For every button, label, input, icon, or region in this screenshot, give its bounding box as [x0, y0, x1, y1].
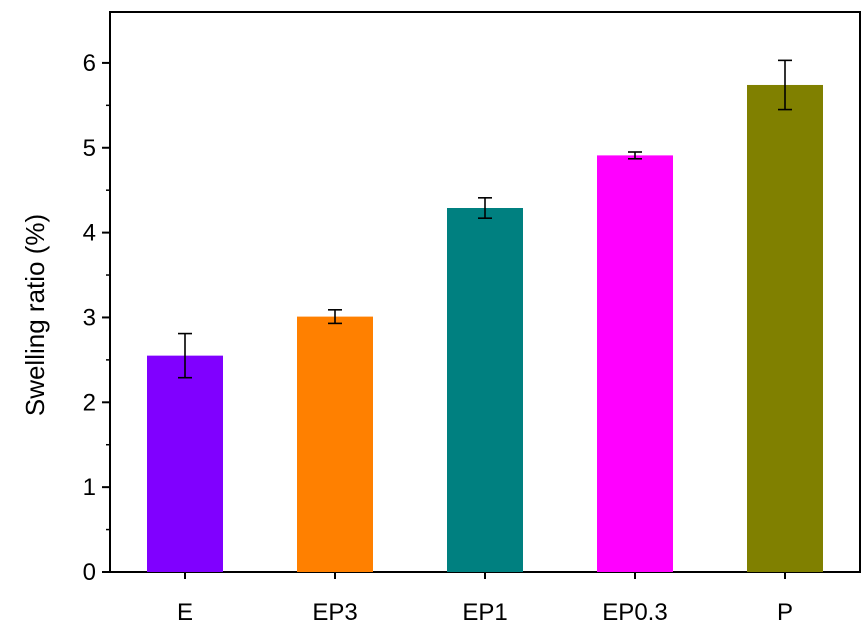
- error-bar-ep1: [478, 197, 492, 219]
- x-tick-label: P: [777, 599, 793, 626]
- bar-ep3: [297, 316, 373, 572]
- y-tick-label: 0: [83, 559, 96, 586]
- x-tick-label: E: [177, 599, 193, 626]
- bar-e: [147, 355, 223, 572]
- bar-ep0-3: [597, 155, 673, 573]
- y-tick-label: 1: [83, 474, 96, 501]
- y-tick-label: 4: [83, 220, 96, 247]
- bar-p: [747, 84, 823, 572]
- x-axis-ticks: E EP3 EP1 EP0.3 P: [177, 572, 793, 626]
- error-bar-p: [778, 59, 792, 111]
- x-tick-label: EP0.3: [602, 599, 667, 626]
- error-bar-e: [178, 332, 192, 379]
- y-tick-label: 2: [83, 389, 96, 416]
- y-axis-ticks: 0 1 2 3 4 5 6: [83, 50, 110, 586]
- bars: [147, 84, 823, 573]
- y-tick-label: 6: [83, 50, 96, 77]
- error-bar-ep3: [328, 309, 342, 325]
- y-tick-label: 3: [83, 304, 96, 331]
- y-axis-label: Swelling ratio (%): [20, 214, 50, 416]
- x-tick-label: EP1: [462, 599, 507, 626]
- y-tick-label: 5: [83, 135, 96, 162]
- bar-ep1: [447, 208, 523, 572]
- error-bar-ep0-3: [628, 151, 642, 160]
- x-tick-label: EP3: [312, 599, 357, 626]
- error-bars: [178, 59, 792, 379]
